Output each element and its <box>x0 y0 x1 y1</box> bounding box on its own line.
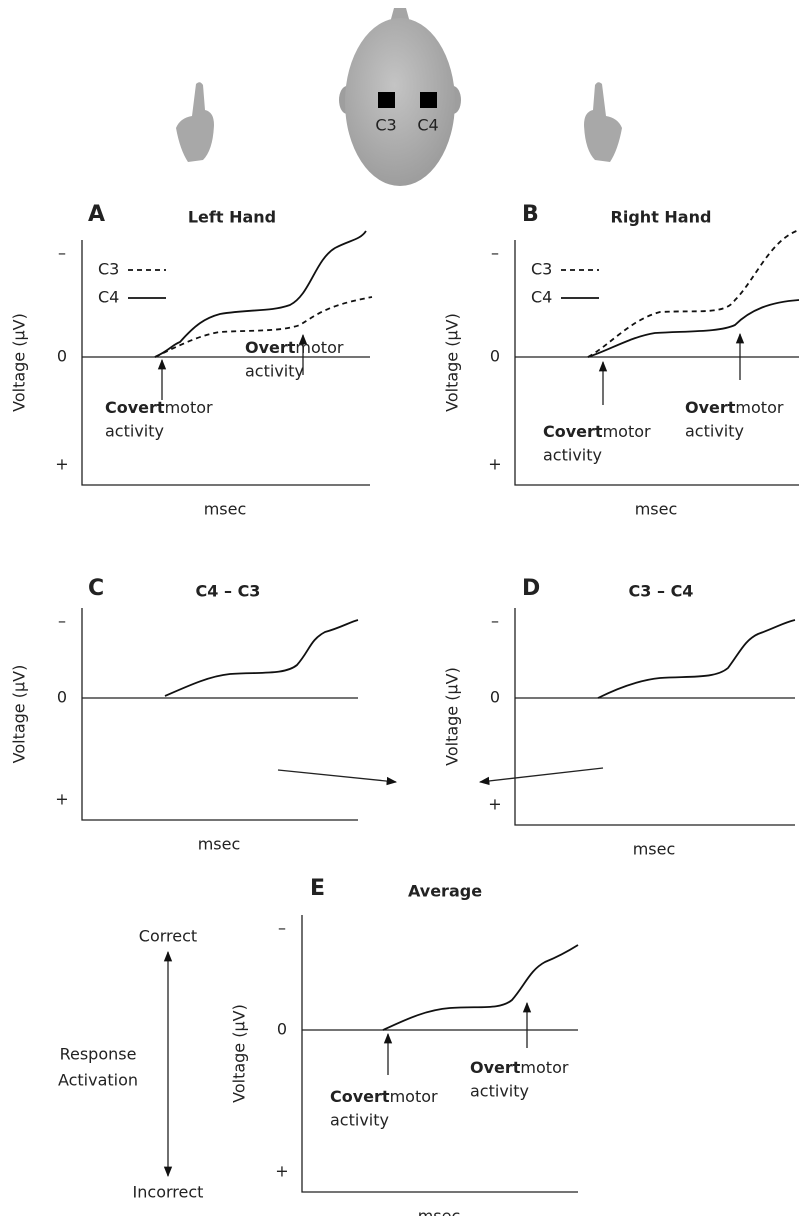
connector-arrow <box>478 767 604 786</box>
annotation-line2: activity <box>543 446 602 465</box>
y-tick-label: + <box>275 1162 288 1181</box>
panel-title: Left Hand <box>188 208 276 227</box>
curve <box>597 619 796 699</box>
annotation-bold: Overt <box>470 1058 521 1077</box>
connector-arrow <box>277 769 398 786</box>
y-tick-label: 0 <box>277 1020 287 1039</box>
scale-top: Correct <box>139 927 197 946</box>
curve <box>382 944 579 1031</box>
response-scale: Correct Response Activation Incorrect <box>58 927 204 1202</box>
panel: D C3 – C4 – 0 + Voltage (μV) msec <box>443 576 796 859</box>
head: C3 C4 <box>339 8 461 186</box>
panel-letter: B <box>522 202 539 227</box>
axes <box>81 608 358 821</box>
annotation-bold: Covert <box>105 398 165 417</box>
legend-label: C4 <box>531 288 552 307</box>
annotation: Covertmotor <box>105 398 213 417</box>
y-tick-label: 0 <box>57 688 67 707</box>
y-axis-label: Voltage (μV) <box>10 313 29 412</box>
x-axis-label: msec <box>204 500 247 519</box>
y-tick-label: 0 <box>57 347 67 366</box>
y-tick-label: + <box>55 455 68 474</box>
electrode-label: C4 <box>417 116 438 135</box>
left-hand <box>176 82 214 162</box>
panel: A Left Hand–0+Voltage (μV)msecC3C4Covertm… <box>10 202 373 519</box>
y-tick-label: 0 <box>490 347 500 366</box>
annotation-line2: activity <box>685 422 744 441</box>
right-hand <box>584 82 622 162</box>
y-tick-label: – <box>491 612 499 631</box>
panel-letter: D <box>522 576 540 601</box>
y-tick-label: – <box>278 919 286 938</box>
annotation: Overtmotor <box>470 1058 569 1077</box>
y-axis-label: Voltage (μV) <box>443 667 462 766</box>
x-axis-label: msec <box>635 500 678 519</box>
axes <box>301 915 578 1193</box>
axes <box>514 608 795 826</box>
panel: E Average–0+Voltage (μV)msecCovertmotorac… <box>230 876 579 1216</box>
panel: C C4 – C3 – 0 + Voltage (μV) msec <box>10 576 359 854</box>
annotation-line2: activity <box>105 422 164 441</box>
annotation-rest: motor <box>295 338 343 357</box>
y-tick-label: – <box>58 244 66 263</box>
curve <box>587 229 799 358</box>
annotation-bold: Covert <box>330 1087 390 1106</box>
y-tick-label: + <box>488 795 501 814</box>
electrode-label: C3 <box>375 116 396 135</box>
annotation-bold: Overt <box>245 338 296 357</box>
x-axis-label: msec <box>198 835 241 854</box>
y-axis-label: Voltage (μV) <box>10 665 29 764</box>
annotation: Covertmotor <box>543 422 651 441</box>
curve <box>164 619 359 697</box>
legend-label: C4 <box>98 288 119 307</box>
panel: B Right Hand – 0 + Voltage (μV) msec C3 C4 Covert… <box>443 202 799 519</box>
axes <box>81 240 370 486</box>
annotation-rest: motor <box>390 1087 438 1106</box>
axes <box>514 240 799 486</box>
annotation: Overtmotor <box>245 338 344 357</box>
annotation: Covertmotor <box>330 1087 438 1106</box>
annotation-rest: motor <box>520 1058 568 1077</box>
panel-title: Right Hand <box>611 208 712 227</box>
legend-label: C3 <box>531 260 552 279</box>
x-axis-label: msec <box>633 840 676 859</box>
scale-bottom: Incorrect <box>133 1183 204 1202</box>
annotation-rest: motor <box>165 398 213 417</box>
annotation-line2: activity <box>245 362 304 381</box>
panel-letter: E <box>310 876 325 901</box>
annotation-bold: Overt <box>685 398 736 417</box>
panel-title: C4 – C3 <box>196 582 261 601</box>
scale-label: Activation <box>58 1071 138 1090</box>
y-tick-label: + <box>488 455 501 474</box>
curve <box>154 296 373 358</box>
curve <box>154 230 367 358</box>
y-axis-label: Voltage (μV) <box>443 313 462 412</box>
annotation-rest: motor <box>603 422 651 441</box>
legend-label: C3 <box>98 260 119 279</box>
curve <box>587 299 799 358</box>
y-tick-label: – <box>58 612 66 631</box>
y-tick-label: + <box>55 790 68 809</box>
annotation: Overtmotor <box>685 398 784 417</box>
panel-title: C3 – C4 <box>629 582 694 601</box>
annotation-rest: motor <box>735 398 783 417</box>
x-axis-label: msec <box>418 1207 461 1216</box>
panel-title: Average <box>408 882 482 901</box>
y-tick-label: 0 <box>490 688 500 707</box>
panel-letter: C <box>88 576 104 601</box>
annotation-bold: Covert <box>543 422 603 441</box>
panel-letter: A <box>88 202 105 227</box>
annotation-line2: activity <box>330 1111 389 1130</box>
scale-label: Response <box>60 1045 137 1064</box>
annotation-line2: activity <box>470 1082 529 1101</box>
y-tick-label: – <box>491 244 499 263</box>
y-axis-label: Voltage (μV) <box>230 1004 249 1103</box>
